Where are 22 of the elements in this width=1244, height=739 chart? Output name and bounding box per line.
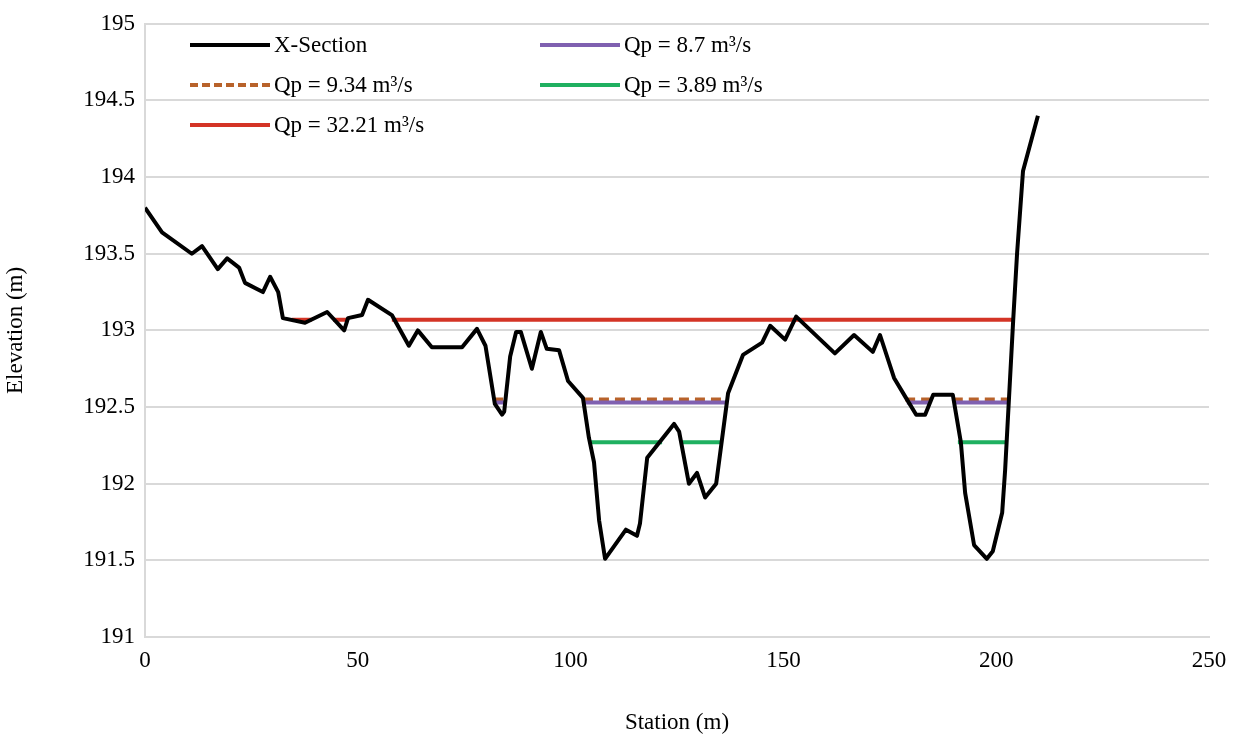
y-tick-label: 194: [100, 163, 136, 189]
y-tick-label: 192: [100, 469, 135, 495]
y-tick-label: 192.5: [83, 393, 135, 419]
x-tick-label: 250: [1191, 646, 1227, 672]
y-tick-label: 194.5: [83, 86, 135, 112]
x-tick-label: 200: [978, 646, 1014, 672]
y-tick-label: 191.5: [83, 546, 135, 572]
x-tick-label: 150: [766, 646, 801, 672]
legend-label: Qp = 8.7 m³/s: [624, 32, 752, 58]
x-axis-title: Station (m): [624, 709, 730, 735]
y-tick-label: 195: [100, 9, 135, 35]
x-tick-label: 50: [346, 646, 370, 672]
x-tick-label: 0: [139, 646, 151, 672]
legend-label: Qp = 3.89 m³/s: [624, 72, 763, 98]
legend-label: Qp = 32.21 m³/s: [274, 112, 425, 138]
x-tick-label: 100: [553, 646, 588, 672]
y-tick-label: 191: [100, 623, 135, 649]
legend-label: X-Section: [274, 32, 368, 58]
y-tick-label: 193.5: [83, 239, 135, 265]
legend-label: Qp = 9.34 m³/s: [274, 72, 413, 98]
y-axis-title: Elevation (m): [1, 266, 27, 394]
y-tick-label: 193: [100, 316, 135, 342]
